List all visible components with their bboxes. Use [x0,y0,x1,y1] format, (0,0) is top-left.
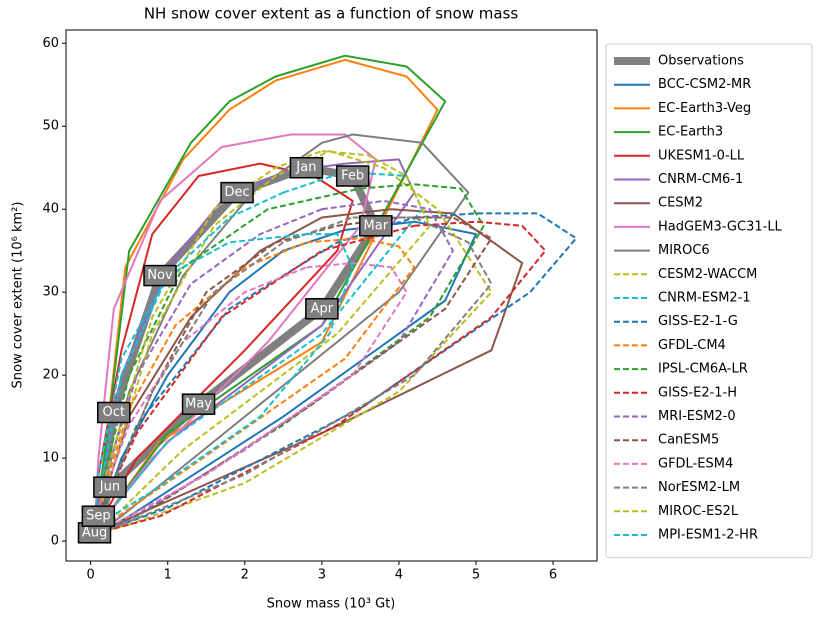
legend-label: EC-Earth3 [658,125,723,140]
x-axis-label: Snow mass (10³ Gt) [267,597,396,612]
legend-label: MPI-ESM1-2-HR [658,528,758,543]
series-line [97,216,493,534]
y-axis-label: Snow cover extent (10⁶ km²) [11,202,26,389]
legend-label: NorESM2-LM [658,480,740,495]
point-label: Aug [82,525,107,540]
series-line [97,150,493,534]
point-label: Sep [86,509,111,524]
series-line [97,212,578,534]
legend-label: MIROC-ES2L [658,504,739,519]
legend-label: EC-Earth3-Veg [658,101,751,116]
legend-label: IPSL-CM6A-LR [658,362,748,377]
y-tick-label: 10 [42,451,59,466]
x-tick-label: 0 [87,568,95,583]
point-label-box [335,165,370,187]
point-label-box [143,264,177,287]
point-label-box [93,476,127,498]
plot-frame [65,29,598,562]
y-tick-label: 30 [42,285,59,300]
point-label: Jan [295,160,316,175]
point-label-box [81,505,116,527]
legend-label: CESM2 [658,196,703,211]
y-tick-label: 50 [42,119,59,134]
legend-label: CNRM-CM6-1 [658,172,743,187]
x-tick-label: 1 [164,568,172,583]
y-tick-label: 20 [42,368,59,383]
x-tick-label: 2 [241,568,249,583]
series-line [97,133,470,534]
point-label-box [359,215,393,237]
series-line [97,150,431,534]
point-label: Apr [311,301,334,316]
point-label: Nov [147,268,173,283]
legend-label: Observations [658,54,744,69]
legend-label: CESM2-WACCM [658,267,757,282]
point-label-box [220,181,254,204]
legend-label: HadGEM3-GC31-LL [658,219,783,234]
x-tick-label: 4 [395,568,403,583]
legend-label: UKESM1-0-LL [658,148,745,163]
point-label: Mar [364,218,389,233]
y-tick-label: 0 [51,534,59,549]
point-label-box [289,156,324,179]
y-tick-label: 40 [42,202,59,217]
point-label: Dec [225,185,250,200]
y-tick-label: 60 [42,36,59,51]
point-label: Oct [103,405,125,420]
legend-frame [605,43,813,559]
legend-label: GISS-E2-1-H [658,385,737,400]
chart-title: NH snow cover extent as a function of sn… [144,5,519,23]
legend-label: GFDL-CM4 [658,338,726,353]
legend-label: GISS-E2-1-G [658,314,738,329]
point-label: Feb [341,169,364,184]
point-label: Jun [99,480,120,495]
x-tick-label: 5 [472,568,480,583]
series-line [97,262,408,534]
legend-label: GFDL-ESM4 [658,456,733,471]
x-tick-label: 3 [318,568,326,583]
series-line [97,220,547,534]
point-label: May [185,397,212,412]
x-tick-label: 6 [549,568,557,583]
point-label-box [181,393,216,415]
point-label-box [305,298,339,320]
legend-label: MRI-ESM2-0 [658,409,736,424]
legend-label: CanESM5 [658,433,719,448]
legend-label: BCC-CSM2-MR [658,77,751,92]
series-line [97,216,493,534]
point-label-box [97,401,131,424]
legend-label: CNRM-ESM2-1 [658,291,751,306]
legend-label: MIROC6 [658,243,710,258]
legend: Observations BCC-CSM2-MR EC-Earth3-Veg EC-E… [605,43,813,559]
